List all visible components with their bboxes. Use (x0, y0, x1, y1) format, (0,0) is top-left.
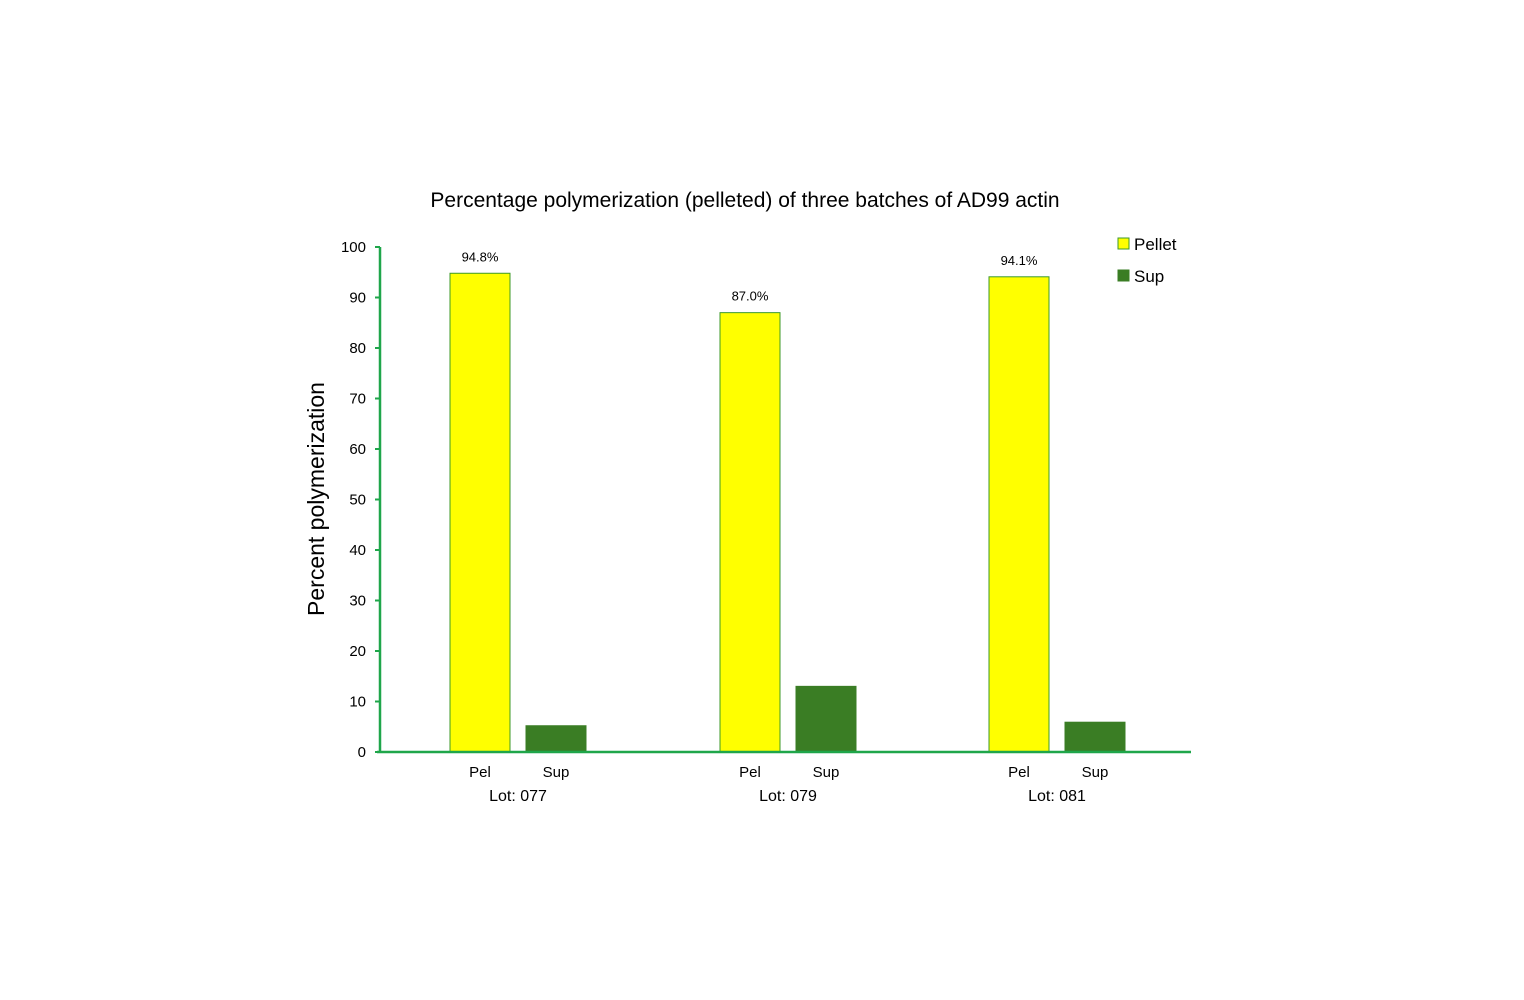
bar-sup-1 (525, 725, 587, 753)
legend-swatch-sup (1117, 269, 1130, 282)
x-tick-label: Sup (1082, 764, 1109, 781)
x-tick-label: Sup (813, 764, 840, 781)
chart-title: Percentage polymerization (pelleted) of … (430, 189, 1059, 212)
y-tick-label: 40 (349, 542, 366, 559)
x-tick-label: Sup (543, 764, 570, 781)
y-tick-label: 10 (349, 694, 366, 711)
group-label: Lot: 081 (1028, 788, 1086, 805)
y-tick-label: 50 (349, 492, 366, 509)
data-label: 87.0% (732, 289, 769, 304)
y-tick-label: 70 (349, 391, 366, 408)
y-tick-label: 100 (341, 239, 366, 256)
bar-pel-1 (449, 272, 511, 753)
y-tick-label: 0 (358, 744, 366, 761)
y-tick-label: 30 (349, 593, 366, 610)
axes-layer: 0 10 20 30 40 50 60 70 80 90 100 (341, 239, 1191, 761)
bar-sup-2 (795, 685, 857, 753)
x-tick-label: Pel (469, 764, 491, 781)
bar-pel-3 (988, 276, 1050, 753)
y-tick-label: 60 (349, 441, 366, 458)
y-tick-label: 90 (349, 290, 366, 307)
y-tick-label: 20 (349, 643, 366, 660)
data-label: 94.8% (462, 249, 499, 264)
legend-label-sup: Sup (1134, 267, 1164, 286)
legend-swatch-pellet (1117, 237, 1130, 250)
group-label: Lot: 079 (759, 788, 817, 805)
y-tick-label: 80 (349, 340, 366, 357)
group-label: Lot: 077 (489, 788, 547, 805)
bar-pel-2 (719, 312, 781, 753)
legend-label-pellet: Pellet (1134, 235, 1177, 254)
x-tick-label: Pel (1008, 764, 1030, 781)
labels-layer: Pel 94.8% Sup Lot: 077 Pel 87.0% Sup Lot: 079 Pe… (462, 249, 1109, 805)
bars-layer (449, 272, 1126, 753)
legend: Pellet Sup (1117, 235, 1177, 286)
y-axis-label: Percent polymerization (303, 382, 329, 616)
bar-sup-3 (1064, 721, 1126, 753)
data-label: 94.1% (1001, 253, 1038, 268)
x-tick-label: Pel (739, 764, 761, 781)
